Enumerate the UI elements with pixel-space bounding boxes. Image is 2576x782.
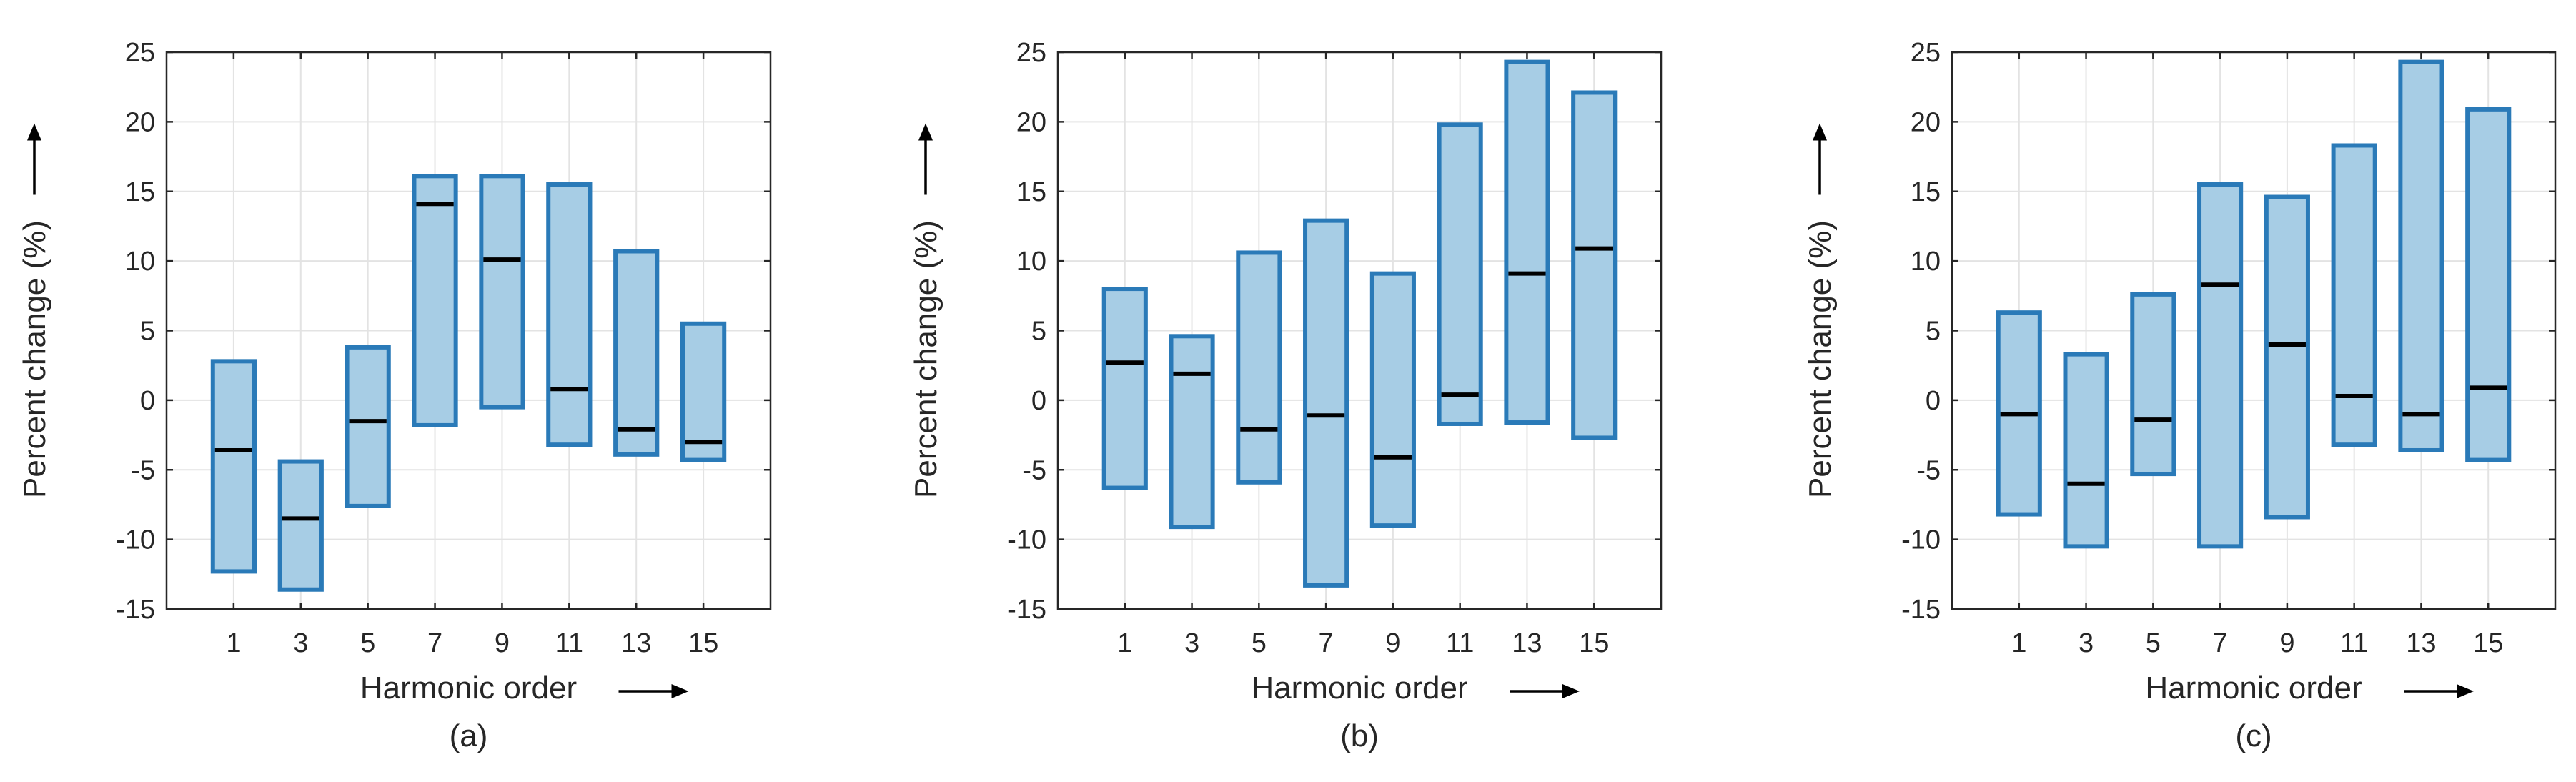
y-tick-label: -5 [1022, 455, 1046, 485]
y-tick-label: -10 [1007, 525, 1046, 555]
y-tick-label: 25 [125, 38, 155, 68]
range-bar [479, 174, 525, 410]
x-tick-label: 7 [2213, 628, 2228, 658]
range-bar [680, 321, 727, 462]
x-axis-arrow-head-icon [671, 684, 689, 698]
range-bar [2331, 143, 2377, 447]
y-tick-label: 0 [1926, 386, 1941, 416]
y-tick-label: 15 [125, 177, 155, 207]
x-tick-label: 15 [1579, 628, 1609, 658]
panel-caption: (b) [1340, 718, 1379, 753]
x-tick-label: 15 [2473, 628, 2503, 658]
panel-caption: (a) [450, 718, 488, 753]
range-bar [210, 359, 257, 574]
x-tick-label: 3 [1184, 628, 1199, 658]
y-tick-label: 20 [1911, 107, 1941, 137]
y-tick-label: 15 [1911, 177, 1941, 207]
y-tick-label: 10 [1911, 247, 1941, 277]
range-bar [345, 345, 391, 508]
x-axis-arrow-head-icon [1562, 684, 1580, 698]
range-bar [2465, 107, 2512, 462]
y-axis-arrow-head-icon [1813, 123, 1827, 141]
x-tick-label: 9 [495, 628, 510, 658]
range-bar [1571, 90, 1618, 440]
x-tick-label: 5 [360, 628, 375, 658]
y-tick-label: 20 [1016, 107, 1046, 137]
x-tick-label: 3 [293, 628, 308, 658]
x-tick-label: 9 [1385, 628, 1400, 658]
x-tick-label: 5 [2146, 628, 2161, 658]
x-tick-label: 15 [688, 628, 718, 658]
x-tick-label: 11 [2340, 628, 2368, 658]
x-tick-label: 9 [2279, 628, 2294, 658]
y-tick-label: 25 [1016, 38, 1046, 68]
x-axis-arrow-head-icon [2457, 684, 2474, 698]
y-tick-label: -15 [1007, 595, 1046, 625]
y-tick-label: 10 [1016, 247, 1046, 277]
range-bar [1169, 334, 1215, 530]
y-tick-label: 5 [1926, 317, 1941, 347]
x-tick-label: 13 [1512, 628, 1542, 658]
range-bar [2130, 292, 2176, 477]
y-tick-label: 20 [125, 107, 155, 137]
range-bar [1101, 287, 1148, 490]
y-tick-label: 0 [140, 386, 155, 416]
y-tick-label: -15 [116, 595, 155, 625]
x-tick-label: 1 [2011, 628, 2026, 658]
x-axis-label: Harmonic order [2145, 670, 2362, 706]
range-bar [277, 459, 324, 592]
range-bar [613, 249, 660, 457]
x-tick-label: 7 [1319, 628, 1334, 658]
y-tick-label: 10 [125, 247, 155, 277]
x-tick-label: 5 [1252, 628, 1267, 658]
y-tick-label: 25 [1911, 38, 1941, 68]
y-tick-label: -5 [131, 455, 155, 485]
x-tick-label: 7 [427, 628, 442, 658]
y-axis-label: Percent change (%) [908, 220, 943, 498]
x-tick-label: 1 [1117, 628, 1132, 658]
range-bar [1504, 59, 1550, 425]
x-tick-label: 13 [621, 628, 651, 658]
y-axis-label: Percent change (%) [17, 220, 52, 498]
range-bar [1437, 122, 1483, 426]
y-tick-label: 5 [1031, 317, 1046, 347]
y-axis-arrow-head-icon [918, 123, 933, 141]
y-tick-label: -10 [116, 525, 155, 555]
range-bar [2398, 59, 2444, 452]
x-tick-label: 3 [2079, 628, 2094, 658]
x-tick-label: 13 [2406, 628, 2436, 658]
y-tick-label: -5 [1916, 455, 1941, 485]
x-axis-label: Harmonic order [1251, 670, 1467, 706]
x-tick-label: 11 [1446, 628, 1474, 658]
panel-caption: (c) [2235, 718, 2272, 753]
y-tick-label: -15 [1901, 595, 1941, 625]
range-bar [1236, 250, 1282, 485]
y-axis-arrow-head-icon [27, 123, 41, 141]
x-tick-label: 11 [555, 628, 583, 658]
y-tick-label: 15 [1016, 177, 1046, 207]
x-axis-label: Harmonic order [360, 670, 577, 706]
range-bar [2063, 352, 2109, 549]
range-bar [1303, 218, 1349, 588]
range-bar [2264, 194, 2310, 520]
y-tick-label: -10 [1901, 525, 1941, 555]
range-bar [546, 182, 593, 447]
x-tick-label: 1 [226, 628, 241, 658]
range-bar [412, 174, 458, 427]
y-tick-label: 5 [140, 317, 155, 347]
range-bar [2197, 182, 2244, 549]
y-tick-label: 0 [1031, 386, 1046, 416]
y-axis-label: Percent change (%) [1803, 220, 1838, 498]
range-bar [1369, 271, 1416, 528]
